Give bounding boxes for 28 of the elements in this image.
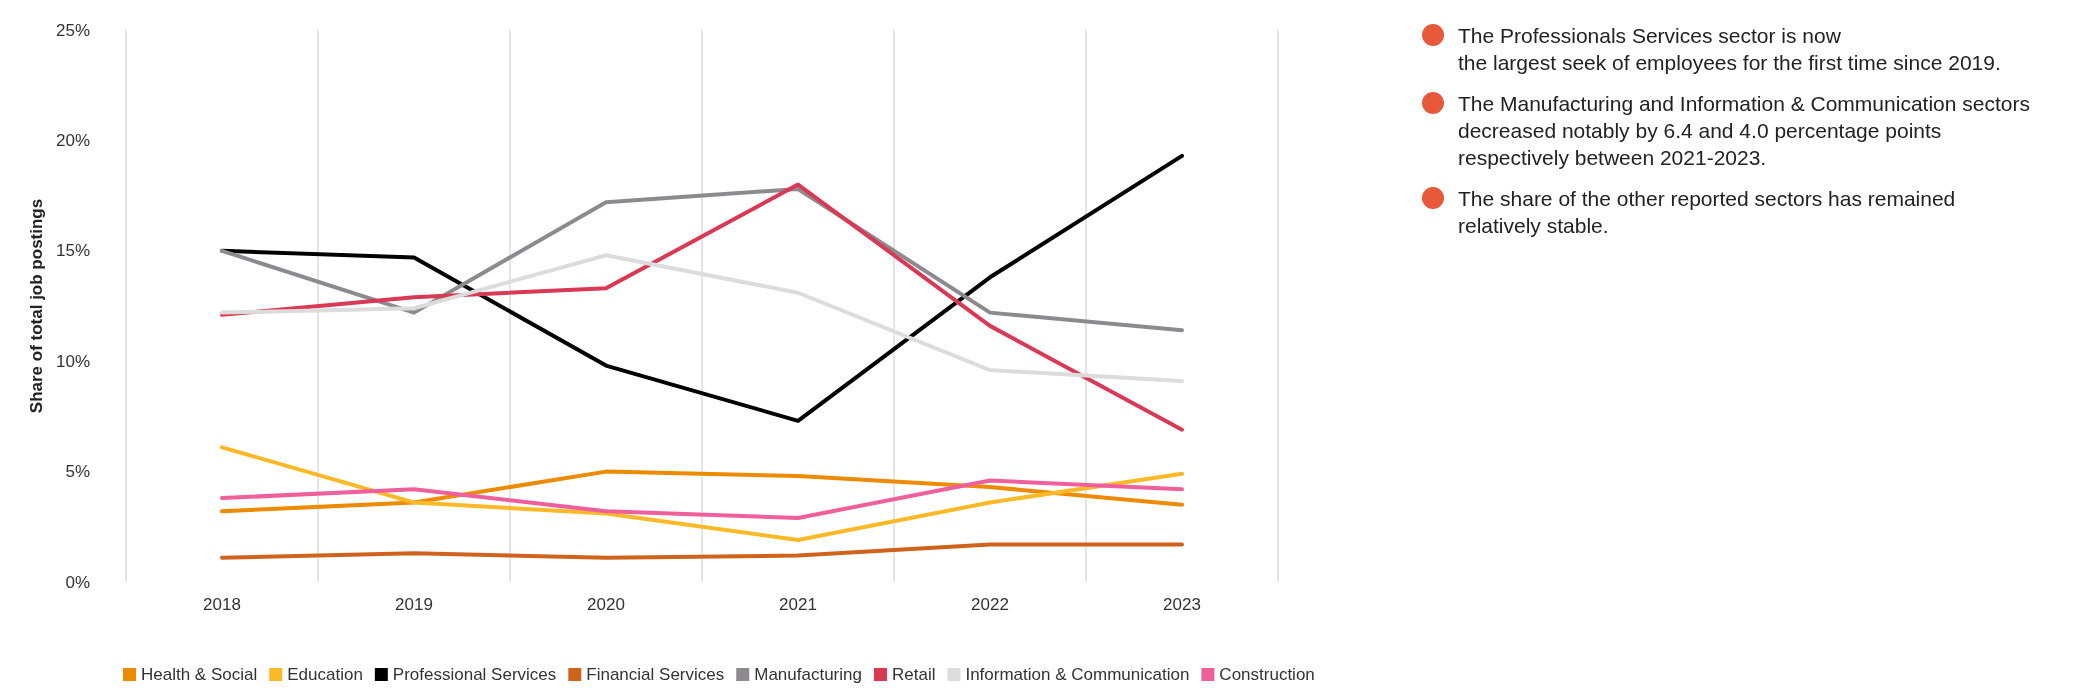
x-tick-label: 2019 (395, 595, 433, 614)
x-tick-label: 2018 (203, 595, 241, 614)
line-series (220, 445, 1184, 543)
legend-label: Retail (891, 665, 936, 684)
y-tick-label: 20% (55, 130, 90, 150)
line-series (220, 478, 1184, 520)
x-tick-label: 2021 (779, 595, 817, 614)
text: The share of the other reported sectors has remained relatively stable. (1458, 186, 1957, 239)
line-series (220, 469, 1184, 514)
legend-label: Professional Services (392, 665, 557, 684)
y-tick-label: 10% (55, 351, 90, 371)
x-tick-label: 2020 (587, 595, 625, 614)
y-axis-title: Share of total job postings (27, 198, 47, 414)
y-tick-label: 5% (65, 462, 90, 482)
y-tick-label: 0% (65, 572, 90, 592)
y-tick-label: 25% (55, 20, 90, 40)
text: The Professionals Services sector is now the largest seek of employees for the first time since 2019. (1458, 23, 2002, 76)
legend-label: Construction (1219, 665, 1315, 684)
legend-label: Information & Communication (965, 665, 1190, 684)
x-tick-label: 2023 (1163, 595, 1201, 614)
legend-label: Manufacturing (754, 665, 862, 684)
legend-label: Education (287, 665, 363, 684)
line-series (220, 542, 1184, 560)
legend-label: Health & Social (141, 665, 258, 684)
x-tick-label: 2022 (971, 595, 1009, 614)
legend-label: Financial Services (586, 665, 725, 684)
text: The Manufacturing and Information & Communication sectors decreased notably by 6.4 and 4.0 percentage points respectively between 2021-2023. (1458, 91, 2031, 171)
y-tick-label: 15% (55, 241, 90, 261)
